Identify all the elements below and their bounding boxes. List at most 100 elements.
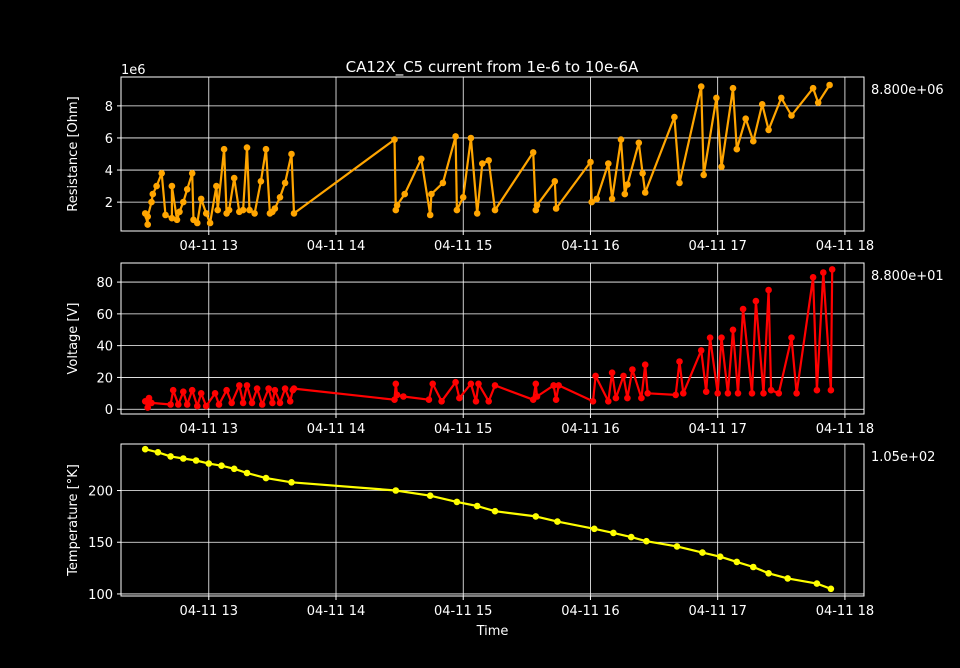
voltage-data-point (760, 390, 767, 397)
resistance-y-tick-label: 4 (105, 164, 113, 179)
resistance-data-point (733, 145, 741, 153)
voltage-x-tick-label: 04-11 13 (180, 422, 238, 437)
resistance-series-group (141, 81, 833, 228)
voltage-data-point (620, 372, 627, 380)
voltage-data-point (202, 402, 210, 410)
voltage-subplot: 04-11 13 04-11 14 04-11 15 04-11 16 04-11 17… (66, 262, 944, 437)
voltage-data-point (702, 388, 710, 396)
voltage-data-point (236, 382, 243, 389)
resistance-data-point (168, 182, 176, 190)
resistance-data-point (246, 206, 253, 214)
resistance-data-point (826, 81, 833, 89)
voltage-data-point (767, 386, 775, 394)
temperature-data-point (591, 525, 598, 533)
resistance-data-point (214, 206, 221, 214)
resistance-data-point (230, 174, 238, 182)
voltage-data-point (788, 334, 795, 342)
voltage-x-tick-label: 04-11 14 (307, 422, 365, 437)
voltage-data-point (532, 380, 540, 388)
resistance-data-point (459, 194, 467, 201)
resistance-data-point (750, 137, 757, 145)
voltage-data-point (211, 390, 219, 397)
voltage-data-point (641, 361, 649, 369)
voltage-data-point (452, 378, 459, 386)
voltage-data-point (729, 326, 737, 334)
temperature-data-point (733, 558, 741, 566)
resistance-x-tick-label: 04-11 18 (816, 239, 874, 254)
voltage-data-point (765, 286, 772, 294)
resistance-data-point (729, 84, 737, 92)
resistance-axes-frame (120, 76, 865, 232)
temperature-x-tick-label: 04-11 17 (688, 604, 746, 619)
temperature-data-point (643, 537, 650, 545)
voltage-data-point (555, 382, 562, 389)
temperature-data-point (205, 460, 213, 467)
figure-title: CA12X_C5 current from 1e-6 to 10e-6A (346, 58, 640, 77)
voltage-data-point (253, 385, 261, 392)
voltage-data-point (456, 394, 463, 402)
temperature-data-point (750, 563, 757, 571)
resistance-data-point (225, 206, 233, 214)
voltage-x-tick-label: 04-11 17 (688, 422, 746, 437)
resistance-data-point (144, 221, 151, 228)
temperature-axes-frame (120, 443, 865, 597)
temperature-data-point (627, 533, 635, 541)
temperature-data-point (827, 585, 835, 593)
resistance-data-point (635, 139, 643, 147)
resistance-data-point (593, 195, 601, 203)
resistance-x-tick-label: 04-11 13 (180, 239, 238, 254)
resistance-data-point (194, 219, 201, 227)
voltage-series-group (141, 266, 836, 411)
resistance-data-point (608, 195, 616, 203)
voltage-data-point (467, 380, 475, 388)
voltage-data-point (638, 394, 645, 402)
voltage-data-point (144, 404, 151, 411)
resistance-data-point (276, 194, 284, 201)
resistance-data-point (467, 134, 475, 142)
voltage-data-point (276, 399, 284, 407)
resistance-data-point (197, 195, 205, 203)
resistance-data-point (641, 189, 649, 196)
voltage-data-point (828, 266, 836, 273)
temperature-y-tick-label: 150 (88, 536, 113, 551)
resistance-data-point (239, 206, 247, 214)
temperature-data-point (154, 449, 162, 456)
resistance-data-point (418, 155, 425, 163)
resistance-data-point (697, 83, 705, 90)
resistance-data-point (671, 113, 678, 121)
temperature-data-point (554, 518, 561, 525)
voltage-y-axis-label: Voltage [V] (66, 303, 81, 375)
temperature-y-axis-label: Temperature [°K] (66, 464, 81, 577)
resistance-data-point (262, 145, 270, 153)
voltage-data-point (820, 269, 827, 276)
resistance-data-point (452, 133, 459, 140)
resistance-data-point (158, 170, 165, 177)
resistance-data-point (814, 99, 822, 106)
temperature-x-tick-label: 04-11 15 (434, 604, 492, 619)
resistance-y-offset-label: 1e6 (121, 63, 146, 78)
resistance-data-point (391, 136, 398, 143)
resistance-data-point (176, 208, 183, 216)
voltage-data-point (680, 390, 687, 397)
resistance-data-point (742, 115, 749, 122)
temperature-data-point (532, 513, 540, 520)
resistance-data-point (700, 171, 707, 179)
voltage-data-point (438, 398, 445, 405)
resistance-data-point (587, 158, 594, 166)
voltage-data-point (148, 399, 155, 407)
temperature-data-point (230, 465, 238, 473)
resistance-data-point (188, 170, 196, 177)
resistance-data-point (162, 211, 169, 219)
voltage-data-point (608, 369, 616, 377)
temperature-data-point (716, 553, 724, 560)
resistance-data-point (183, 186, 191, 193)
resistance-data-point (180, 198, 187, 206)
voltage-data-point (724, 390, 732, 397)
resistance-data-point (758, 101, 766, 108)
voltage-x-tick-label: 04-11 16 (561, 422, 619, 437)
resistance-data-point (281, 179, 289, 187)
resistance-data-point (213, 182, 220, 190)
resistance-data-point (149, 190, 157, 198)
temperature-data-point (491, 507, 499, 515)
